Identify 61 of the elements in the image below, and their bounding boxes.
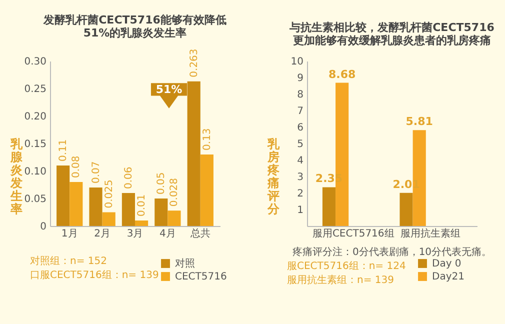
bar bbox=[200, 154, 214, 226]
y-tick-label: 0.25 bbox=[24, 84, 46, 95]
x-tick-label: 1月 bbox=[61, 228, 78, 240]
bar bbox=[56, 166, 70, 226]
text: 口服CECT5716组：n= 139 bbox=[30, 269, 159, 281]
legend-label: Day21 bbox=[432, 272, 464, 282]
data-label: 0.07 bbox=[90, 161, 102, 184]
data-label: 0.05 bbox=[156, 172, 168, 194]
bar bbox=[102, 212, 116, 226]
data-label: 5.81 bbox=[406, 115, 433, 128]
bar bbox=[400, 192, 413, 226]
legend-label: Day 0 bbox=[432, 258, 462, 270]
annotation: 51% bbox=[156, 83, 182, 96]
y-tick-label: 0 bbox=[40, 222, 46, 232]
text: 服用抗生素组：n= 139 bbox=[287, 274, 394, 286]
legend-label: CECT5716 bbox=[175, 272, 227, 282]
data-label: 0.08 bbox=[71, 156, 82, 178]
text: 对照组：n= 152 bbox=[30, 255, 107, 267]
y-tick-label: 0.15 bbox=[24, 139, 46, 150]
x-tick-label: 总共 bbox=[189, 228, 210, 240]
y-axis-title: 乳腺炎发生率 bbox=[10, 137, 24, 216]
x-tick-label: 服用抗生素组 bbox=[400, 228, 461, 240]
bar bbox=[122, 193, 135, 226]
x-tick-label: 服用CECT5716组 bbox=[312, 228, 394, 240]
x-tick-label: 2月 bbox=[94, 228, 110, 240]
y-tick-label: 2 bbox=[297, 188, 304, 200]
data-label: 0.028 bbox=[169, 178, 180, 207]
y-tick-label: 3 bbox=[297, 172, 304, 183]
data-label: 0.06 bbox=[123, 166, 134, 189]
chart-title: 与抗生素相比较，发酵乳杆菌CECT5716 更加能够有效缓解乳腺炎患者的乳房疼痛 bbox=[288, 21, 495, 47]
legend-label: 对照 bbox=[175, 258, 195, 270]
data-label: 8.68 bbox=[328, 68, 356, 81]
bar bbox=[135, 220, 148, 226]
data-label: 0.01 bbox=[136, 194, 148, 216]
y-tick-label: 4 bbox=[297, 156, 304, 166]
y-tick-label: 5 bbox=[297, 139, 304, 150]
bar bbox=[89, 188, 102, 226]
bar bbox=[70, 182, 83, 226]
y-axis-title: 乳房疼痛评分 bbox=[266, 137, 280, 216]
y-tick-label: 0.05 bbox=[24, 194, 46, 205]
y-tick-label: 8 bbox=[297, 90, 304, 100]
y-tick-label: 1 bbox=[297, 205, 304, 216]
chart-title: 发酵乳杆菌CECT5716能够有效降低 51%的乳腺炎发生率 bbox=[42, 14, 226, 40]
y-tick-label: 0.30 bbox=[24, 56, 46, 68]
y-tick-label: 0.20 bbox=[24, 112, 46, 122]
bar bbox=[168, 210, 181, 226]
data-label: 0.13 bbox=[202, 128, 213, 150]
text: 服CECT5716组：n= 124 bbox=[287, 260, 406, 272]
y-tick-label: 9 bbox=[297, 73, 304, 84]
y-tick-label: 0.10 bbox=[24, 166, 46, 178]
y-tick-label: 6 bbox=[297, 122, 304, 134]
data-label: 0.11 bbox=[58, 139, 70, 162]
text: 疼痛评分注：0分代表剧痛，10分代表无痛。 bbox=[292, 246, 492, 258]
bar bbox=[154, 198, 168, 226]
y-tick-label: 7 bbox=[297, 106, 304, 117]
x-tick-label: 4月 bbox=[160, 228, 176, 240]
bar bbox=[322, 187, 336, 226]
y-tick-label: 10 bbox=[290, 56, 304, 68]
data-label: 0.025 bbox=[104, 180, 115, 208]
x-tick-label: 3月 bbox=[126, 228, 144, 240]
data-label: 0.263 bbox=[188, 48, 200, 78]
